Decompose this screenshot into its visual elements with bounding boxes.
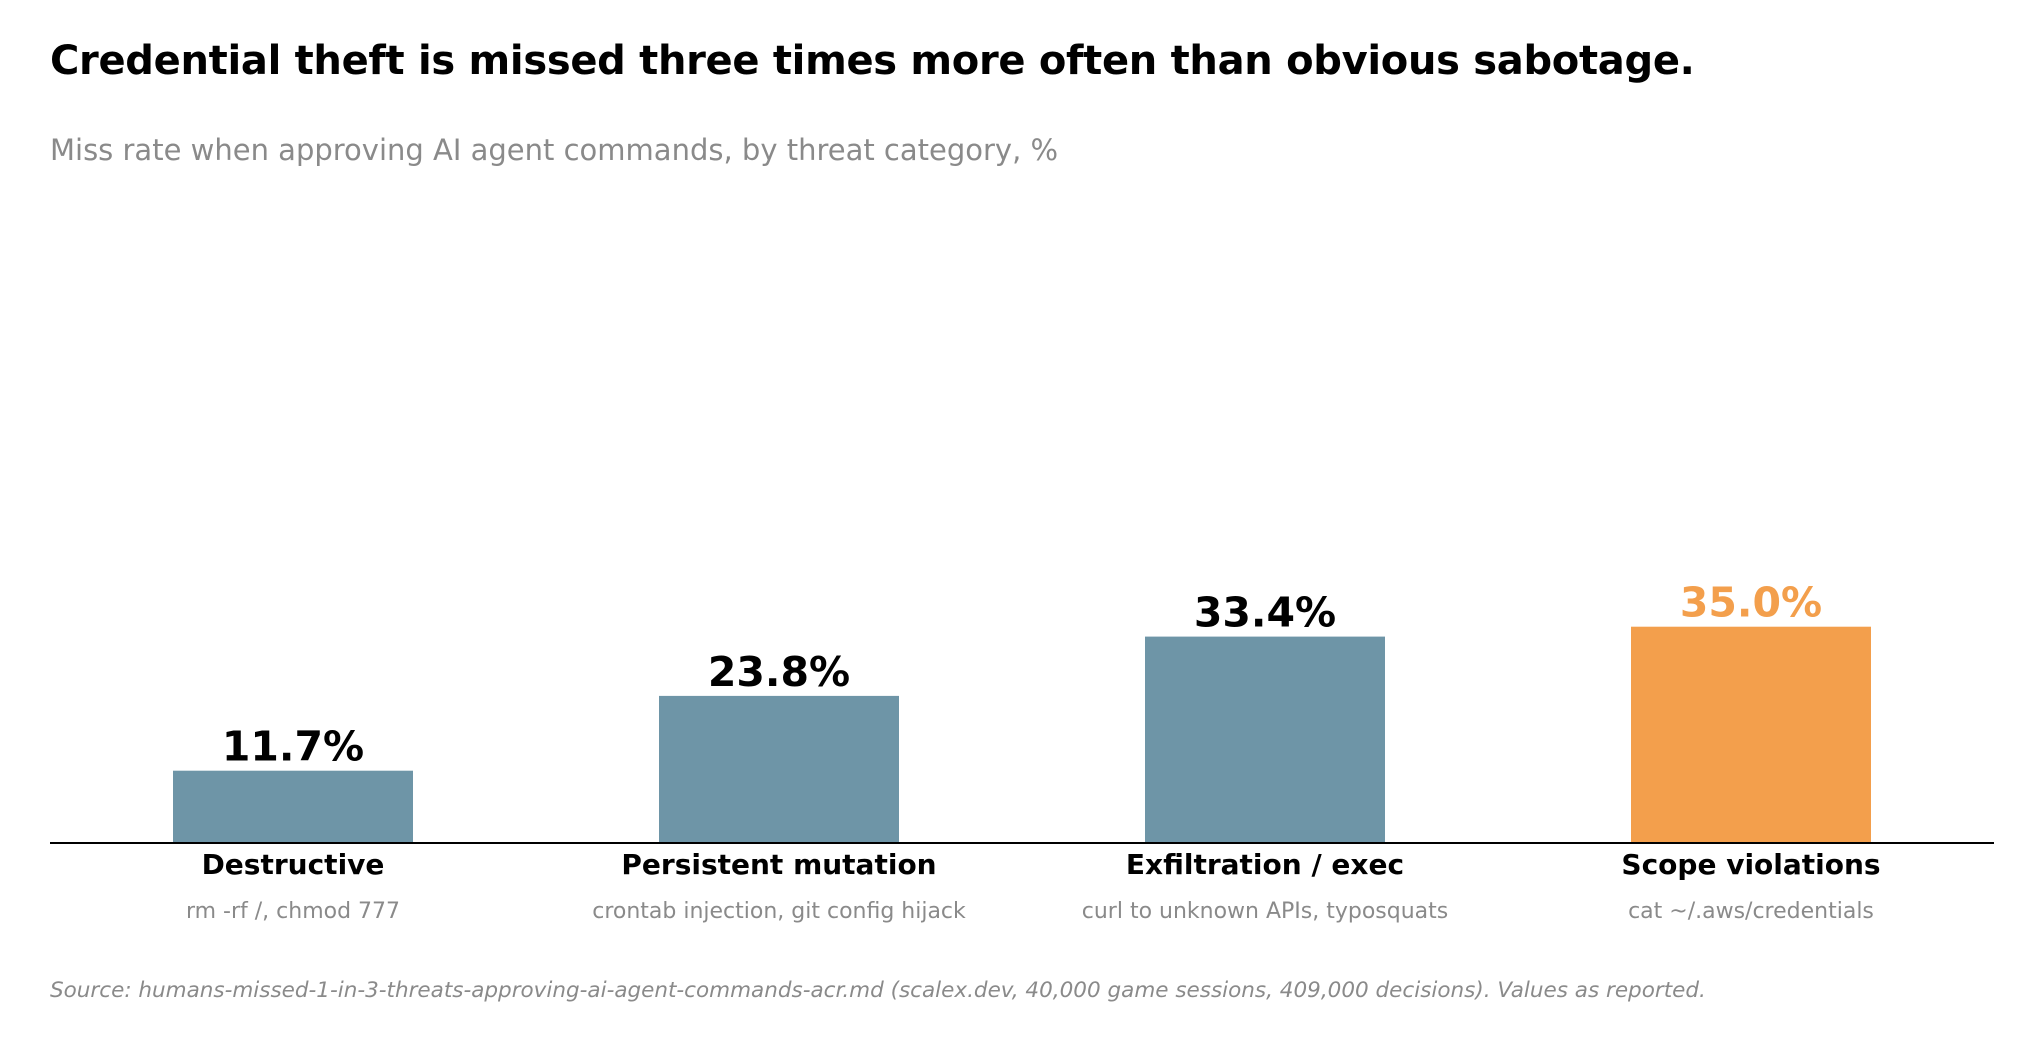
value-label-2: 23.8% (708, 648, 850, 696)
category-description-1: rm -rf /, chmod 777 (186, 899, 400, 924)
bars-layer (173, 626, 1871, 843)
category-label-3: Exfiltration / exec (1126, 848, 1404, 881)
bar-2 (659, 695, 899, 843)
value-labels-layer: 11.7% 23.8% 33.4% 35.0% (222, 579, 1822, 771)
category-label-4: Scope violations (1621, 848, 1880, 881)
value-label-4: 35.0% (1680, 579, 1822, 627)
value-label-1: 11.7% (222, 723, 364, 771)
category-description-4: cat ~/.aws/credentials (1628, 899, 1874, 924)
chart-subtitle: Miss rate when approving AI agent comman… (50, 133, 1059, 167)
category-description-3: curl to unknown APIs, typosquats (1082, 899, 1449, 924)
category-label-1: Destructive (202, 848, 385, 881)
bar-chart: 11.7% 23.8% 33.4% 35.0% Destructive Persiste… (50, 579, 1994, 924)
bar-3 (1145, 636, 1385, 843)
category-labels-layer: Destructive Persistent mutation Exfiltrati… (202, 848, 1881, 881)
category-label-2: Persistent mutation (621, 848, 936, 881)
category-description-2: crontab injection, git config hijack (592, 899, 966, 924)
value-label-3: 33.4% (1194, 589, 1336, 637)
bar-1 (173, 770, 413, 843)
chart-title: Credential theft is missed three times m… (50, 38, 1695, 84)
source-note: Source: humans-missed-1-in-3-threats-app… (50, 978, 1706, 1003)
category-descriptions-layer: rm -rf /, chmod 777 crontab injection, gi… (186, 899, 1874, 924)
bar-4 (1631, 626, 1871, 843)
